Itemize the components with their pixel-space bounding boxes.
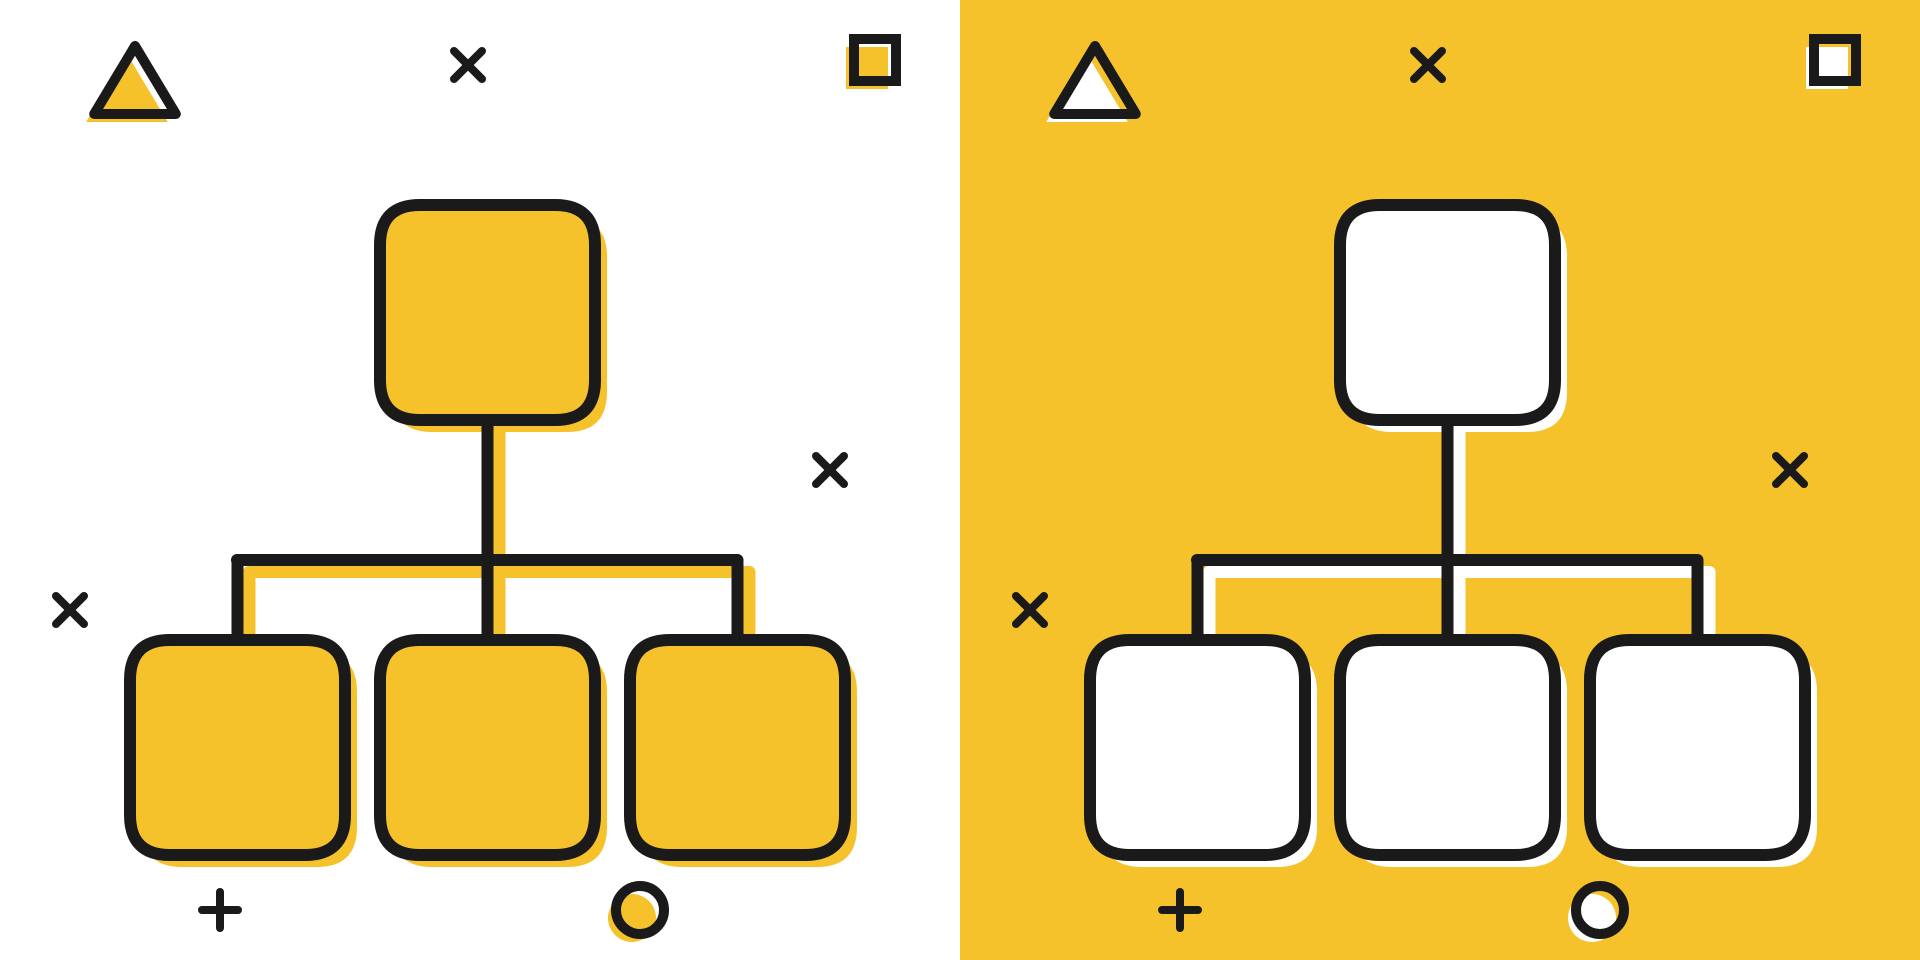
hierarchy-root-node <box>380 205 595 420</box>
hierarchy-child-node <box>1340 640 1555 855</box>
hierarchy-child-node <box>1590 640 1805 855</box>
hierarchy-child-node <box>630 640 845 855</box>
panel-accent <box>960 0 1920 960</box>
panel-light <box>0 0 960 960</box>
hierarchy-child-node <box>380 640 595 855</box>
hierarchy-child-node <box>1090 640 1305 855</box>
infographic-canvas <box>0 0 1920 960</box>
hierarchy-child-node <box>130 640 345 855</box>
hierarchy-root-node <box>1340 205 1555 420</box>
